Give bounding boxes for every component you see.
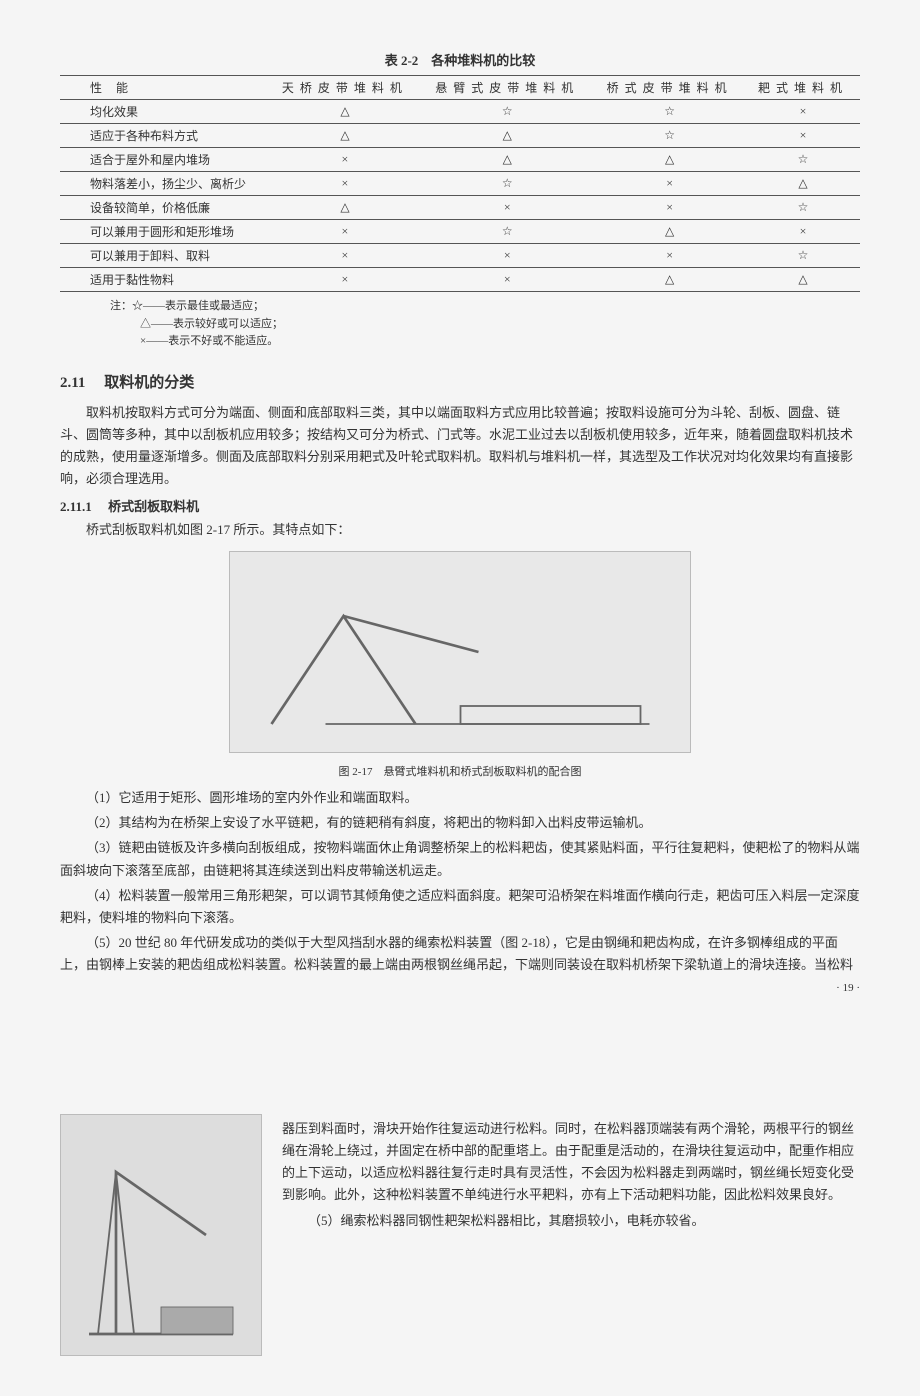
page-2-content: 器压到料面时，滑块开始作往复运动进行松料。同时，在松料器顶端装有两个滑轮，两根平…: [60, 1114, 860, 1356]
table-cell: 适用于黏性物料: [60, 268, 269, 292]
col-header: 耙式堆料机: [746, 76, 860, 100]
table-row: 可以兼用于卸料、取料×××☆: [60, 244, 860, 268]
table-cell: ☆: [421, 172, 593, 196]
list-item: （4）松料装置一般常用三角形耙架，可以调节其倾角使之适应料面斜度。耙架可沿桥架在…: [60, 885, 860, 929]
table-cell: 物料落差小，扬尘少、离析少: [60, 172, 269, 196]
table-cell: △: [421, 124, 593, 148]
col-header: 天桥皮带堆料机: [269, 76, 422, 100]
section-heading: 2.11 取料机的分类: [60, 371, 860, 392]
table-cell: ×: [593, 244, 746, 268]
table-cell: △: [421, 148, 593, 172]
table-cell: 设备较简单，价格低廉: [60, 196, 269, 220]
page-number: · 19 ·: [60, 982, 860, 994]
table-cell: ×: [269, 268, 422, 292]
table-cell: ×: [269, 148, 422, 172]
table-cell: ☆: [421, 100, 593, 124]
col-header: 性能: [60, 76, 269, 100]
table-cell: ×: [593, 196, 746, 220]
col-header: 桥式皮带堆料机: [593, 76, 746, 100]
table-cell: ×: [746, 220, 860, 244]
machine-diagram-icon: [242, 562, 679, 742]
table-row: 适应于各种布料方式△△☆×: [60, 124, 860, 148]
subsection-num: 2.11.1: [60, 499, 92, 514]
list-item: （3）链耙由链板及许多横向刮板组成，按物料端面休止角调整桥架上的松料耙齿，使其紧…: [60, 837, 860, 881]
table-cell: ☆: [421, 220, 593, 244]
table-note: ×——表示不好或不能适应。: [60, 333, 860, 351]
table-cell: 均化效果: [60, 100, 269, 124]
list-item: （2）其结构为在桥架上安设了水平链耙，有的链耙稍有斜度，将耙出的物料卸入出料皮带…: [60, 812, 860, 834]
section-num: 2.11: [60, 375, 85, 391]
table-cell: 适合于屋外和屋内堆场: [60, 148, 269, 172]
table-cell: △: [746, 172, 860, 196]
subsection-lead: 桥式刮板取料机如图 2-17 所示。其特点如下：: [60, 519, 860, 541]
table-cell: ×: [421, 196, 593, 220]
table-title: 表 2-2 各种堆料机的比较: [60, 50, 860, 69]
table-row: 设备较简单，价格低廉△××☆: [60, 196, 860, 220]
table-row: 均化效果△☆☆×: [60, 100, 860, 124]
table-cell: ×: [269, 220, 422, 244]
table-cell: ×: [421, 268, 593, 292]
table-cell: 适应于各种布料方式: [60, 124, 269, 148]
subsection-title: 桥式刮板取料机: [108, 499, 199, 514]
table-note: △——表示较好或可以适应；: [60, 316, 860, 334]
table-cell: ×: [269, 172, 422, 196]
table-cell: ×: [421, 244, 593, 268]
table-row: 物料落差小，扬尘少、离析少×☆×△: [60, 172, 860, 196]
table-cell: 可以兼用于圆形和矩形堆场: [60, 220, 269, 244]
table-cell: ☆: [746, 196, 860, 220]
subsection-heading: 2.11.1 桥式刮板取料机: [60, 496, 860, 515]
crane-diagram-icon: [71, 1127, 251, 1343]
table-cell: ×: [269, 244, 422, 268]
table-cell: 可以兼用于卸料、取料: [60, 244, 269, 268]
table-cell: ☆: [593, 124, 746, 148]
section-title-text: 取料机的分类: [104, 375, 194, 391]
table-cell: △: [746, 268, 860, 292]
table-cell: ×: [593, 172, 746, 196]
comparison-table: 性能 天桥皮带堆料机 悬臂式皮带堆料机 桥式皮带堆料机 耙式堆料机 均化效果△☆…: [60, 75, 860, 292]
table-cell: △: [593, 220, 746, 244]
table-cell: △: [269, 100, 422, 124]
table-cell: △: [269, 196, 422, 220]
figure-2-17: [229, 551, 691, 753]
list-item: （5）20 世纪 80 年代研发成功的类似于大型风挡刮水器的绳索松料装置（图 2…: [60, 932, 860, 976]
table-cell: △: [593, 148, 746, 172]
table-cell: ×: [746, 100, 860, 124]
col-header: 悬臂式皮带堆料机: [421, 76, 593, 100]
table-cell: △: [593, 268, 746, 292]
figure-2-18: [60, 1114, 262, 1356]
intro-paragraph: 取料机按取料方式可分为端面、侧面和底部取料三类，其中以端面取料方式应用比较普遍；…: [60, 402, 860, 490]
table-cell: △: [269, 124, 422, 148]
list-item: （1）它适用于矩形、圆形堆场的室内外作业和端面取料。: [60, 787, 860, 809]
continuation-paragraph: 器压到料面时，滑块开始作往复运动进行松料。同时，在松料器顶端装有两个滑轮，两根平…: [282, 1118, 860, 1206]
list-item: （5）绳索松料器同钢性耙架松料器相比，其磨损较小，电耗亦较省。: [282, 1210, 860, 1232]
table-header-row: 性能 天桥皮带堆料机 悬臂式皮带堆料机 桥式皮带堆料机 耙式堆料机: [60, 76, 860, 100]
table-cell: ☆: [593, 100, 746, 124]
table-cell: ×: [746, 124, 860, 148]
table-row: 可以兼用于圆形和矩形堆场×☆△×: [60, 220, 860, 244]
figure-caption: 图 2-17 悬臂式堆料机和桥式刮板取料机的配合图: [60, 763, 860, 779]
table-cell: ☆: [746, 148, 860, 172]
table-row: 适用于黏性物料××△△: [60, 268, 860, 292]
table-note: 注：☆——表示最佳或最适应；: [60, 298, 860, 316]
table-row: 适合于屋外和屋内堆场×△△☆: [60, 148, 860, 172]
table-cell: ☆: [746, 244, 860, 268]
